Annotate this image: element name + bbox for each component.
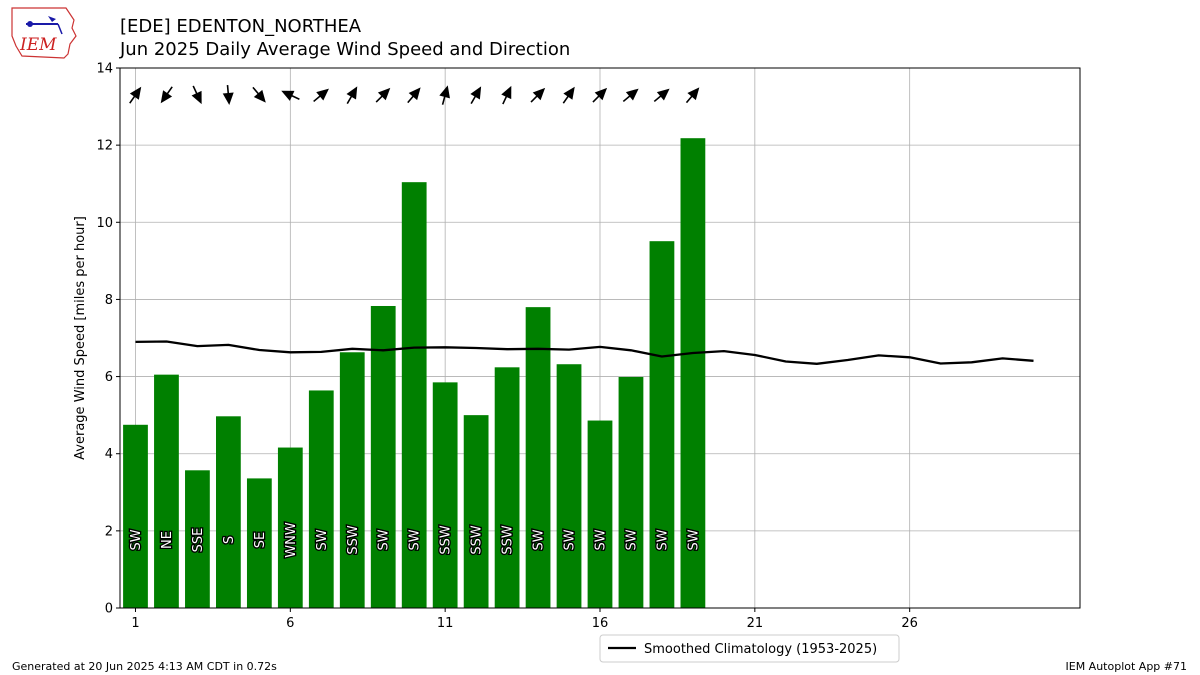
y-tick-label: 0 [105,602,113,617]
legend: Smoothed Climatology (1953-2025) [599,634,900,663]
wind-arrow-head [222,92,234,105]
legend-box [599,634,900,663]
wind-arrow-head [501,85,512,100]
direction-label: WNW [284,522,299,558]
wind-arrow-head [160,90,173,104]
direction-label: SSW [346,525,361,555]
bar [216,416,241,608]
bar [185,470,210,608]
wind-arrow-head [191,90,202,105]
y-tick-label: 10 [96,216,113,231]
wind-arrow-head [253,89,266,103]
bar [246,478,272,608]
x-tick-label: 1 [131,616,139,631]
bar [277,447,303,608]
legend-label: Smoothed Climatology (1953-2025) [644,642,877,657]
direction-label: SE [253,532,268,548]
y-tick-label: 4 [105,447,113,462]
chart-subtitle: Jun 2025 Daily Average Wind Speed and Di… [120,39,571,60]
x-tick-label: 11 [437,616,454,631]
direction-label: SSW [501,525,516,555]
y-tick-label: 6 [105,370,113,385]
y-tick-label: 14 [96,62,113,77]
direction-label: SW [532,529,547,550]
wind-arrow-head [532,87,546,101]
direction-label: SW [686,529,701,550]
wind-arrow-head [563,86,575,100]
direction-label: SW [563,529,578,550]
direction-label: SW [408,529,423,550]
bar [463,415,489,608]
wind-arrow-head [346,86,358,100]
wind-arrow-head [377,87,391,101]
direction-label: SSW [470,525,485,555]
direction-label: SW [377,529,392,550]
bar [370,305,396,608]
wind-arrow-head [408,87,421,101]
direction-label: SW [315,529,330,550]
direction-label: SSW [439,525,454,555]
logo-text: IEM [19,35,57,55]
x-tick-label: 6 [286,616,294,631]
footer-generated: Generated at 20 Jun 2025 4:13 AM CDT in … [12,660,277,673]
bar [494,367,520,608]
wind-arrow-head [470,86,482,100]
wind-arrow-head [625,88,639,101]
iem-logo: IEM [8,6,80,60]
bar [525,307,551,608]
y-tick-label: 12 [96,139,113,154]
wind-arrow-head [281,90,295,101]
direction-label: SW [655,529,670,550]
wind-arrow-head [316,88,329,101]
wind-arrow-head [594,87,608,101]
bar [587,420,613,608]
direction-label: SW [624,529,639,550]
bar [339,352,365,608]
climatology-line [135,340,1034,365]
y-tick-label: 8 [105,293,113,308]
bar [308,390,334,608]
bar [618,376,644,608]
x-tick-label: 26 [901,616,918,631]
wind-arrow-head [687,87,700,101]
x-tick-label: 16 [592,616,609,631]
wind-arrow-head [656,88,670,101]
y-axis-label: Average Wind Speed [miles per hour] [73,216,88,460]
bar [680,138,706,608]
chart-title: [EDE] EDENTON_NORTHEA [120,16,362,37]
bar [649,241,675,608]
bar [154,374,179,608]
bar [401,182,427,608]
direction-label: SW [594,529,609,550]
footer-app: IEM Autoplot App #71 [1065,660,1188,673]
bar [556,364,582,608]
wind-arrow-head [129,86,142,100]
bar [123,424,148,608]
direction-label: S [222,536,237,544]
wind-arrow-head [439,85,450,99]
direction-label: NE [160,531,175,549]
direction-label: SSE [191,528,206,553]
direction-label: SW [129,529,144,550]
y-tick-label: 2 [105,524,113,539]
bar [432,382,458,608]
x-tick-label: 21 [747,616,764,631]
